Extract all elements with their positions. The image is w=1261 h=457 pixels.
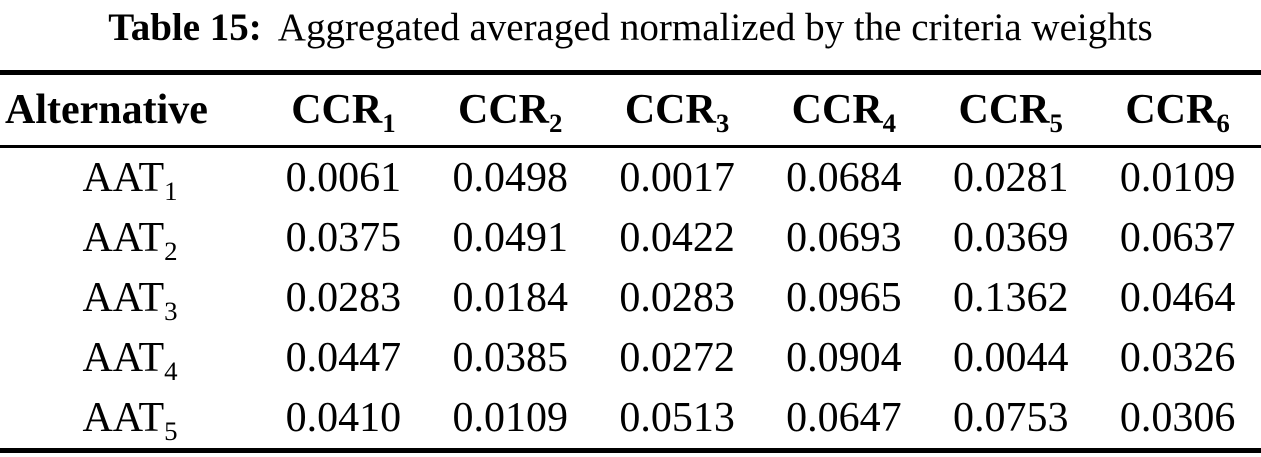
data-table: Alternative CCR1 CCR2 CCR3 CCR4 CCR5 CCR…	[0, 70, 1261, 454]
row-label-base: AAT	[82, 335, 165, 382]
table-cell: 0.0904	[786, 335, 902, 382]
table-cell: 0.0447	[285, 335, 402, 382]
column-header-base: CCR	[458, 87, 550, 134]
row-label-base: AAT	[82, 215, 165, 262]
column-header-base: CCR	[1125, 87, 1217, 134]
table-caption-label: Table 15:	[108, 6, 262, 49]
column-header-base: CCR	[624, 87, 716, 134]
row-label: AAT4	[0, 328, 260, 388]
table-cell: 0.0498	[452, 155, 568, 202]
row-label: AAT2	[0, 208, 260, 268]
table-caption: Table 15: Aggregated averaged normalized …	[0, 0, 1261, 51]
table-cell: 0.0513	[619, 395, 735, 442]
table-body: AAT1 0.0061 0.0498 0.0017 0.0684 0.0281 …	[0, 147, 1261, 451]
column-header-subscript: 5	[1049, 107, 1063, 138]
table-cell: 0.0109	[452, 395, 568, 442]
column-header-alternative: Alternative	[5, 87, 208, 134]
table-cell: 0.0061	[285, 155, 402, 202]
row-label-base: AAT	[82, 155, 165, 202]
table-cell: 0.0044	[952, 335, 1069, 382]
row-label: AAT3	[0, 268, 260, 328]
column-header-subscript: 2	[549, 107, 563, 138]
table-cell: 0.0637	[1119, 215, 1236, 262]
column-header-base: CCR	[291, 87, 383, 134]
column-header-ccr4: CCR4	[760, 73, 927, 147]
table-cell: 0.0693	[786, 215, 902, 262]
table-caption-text: Aggregated averaged normalized by the cr…	[277, 6, 1153, 49]
row-label: AAT5	[0, 388, 260, 451]
header-row: Alternative CCR1 CCR2 CCR3 CCR4 CCR5 CCR…	[0, 73, 1261, 147]
column-header-ccr6: CCR6	[1094, 73, 1261, 147]
column-header-ccr3: CCR3	[594, 73, 761, 147]
column-header-subscript: 3	[715, 107, 730, 138]
table-row: AAT4 0.0447 0.0385 0.0272 0.0904 0.0044 …	[0, 328, 1261, 388]
row-label-base: AAT	[82, 275, 165, 322]
table-cell: 0.0464	[1119, 275, 1236, 322]
table-row: AAT2 0.0375 0.0491 0.0422 0.0693 0.0369 …	[0, 208, 1261, 268]
table-cell: 0.0647	[786, 395, 902, 442]
table-head: Alternative CCR1 CCR2 CCR3 CCR4 CCR5 CCR…	[0, 73, 1261, 147]
column-header-base: CCR	[791, 87, 883, 134]
table-row: AAT3 0.0283 0.0184 0.0283 0.0965 0.1362 …	[0, 268, 1261, 328]
column-header-subscript: 1	[382, 107, 396, 138]
row-label-subscript: 1	[164, 175, 178, 206]
table-cell: 0.0184	[452, 275, 568, 322]
table-cell: 0.0410	[285, 395, 402, 442]
table-cell: 0.0965	[786, 275, 902, 322]
row-label: AAT1	[0, 147, 260, 209]
table-cell: 0.0281	[952, 155, 1069, 202]
table-cell: 0.0283	[619, 275, 735, 322]
table-cell: 0.0684	[786, 155, 902, 202]
table-cell: 0.0385	[452, 335, 568, 382]
column-header-base: CCR	[958, 87, 1050, 134]
row-label-subscript: 3	[164, 295, 178, 326]
row-label-base: AAT	[82, 395, 165, 442]
table-row: AAT5 0.0410 0.0109 0.0513 0.0647 0.0753 …	[0, 388, 1261, 451]
row-label-subscript: 4	[164, 355, 178, 386]
table-cell: 0.0109	[1119, 155, 1236, 202]
column-header-ccr1: CCR1	[260, 73, 427, 147]
table-cell: 0.0369	[952, 215, 1069, 262]
table-cell: 0.0326	[1119, 335, 1236, 382]
table-row: AAT1 0.0061 0.0498 0.0017 0.0684 0.0281 …	[0, 147, 1261, 209]
column-header-subscript: 4	[882, 107, 897, 138]
row-label-subscript: 5	[164, 415, 178, 446]
table-cell: 0.0272	[619, 335, 735, 382]
table-cell: 0.0491	[452, 215, 568, 262]
table-cell: 0.1362	[952, 275, 1069, 322]
table-cell: 0.0283	[285, 275, 402, 322]
table-cell: 0.0375	[285, 215, 402, 262]
table-cell: 0.0306	[1119, 395, 1236, 442]
row-label-subscript: 2	[164, 235, 178, 266]
table-cell: 0.0422	[619, 215, 735, 262]
column-header-subscript: 6	[1216, 107, 1230, 138]
table-cell: 0.0017	[619, 155, 735, 202]
column-header-ccr2: CCR2	[427, 73, 594, 147]
table-cell: 0.0753	[952, 395, 1069, 442]
column-header-ccr5: CCR5	[927, 73, 1094, 147]
